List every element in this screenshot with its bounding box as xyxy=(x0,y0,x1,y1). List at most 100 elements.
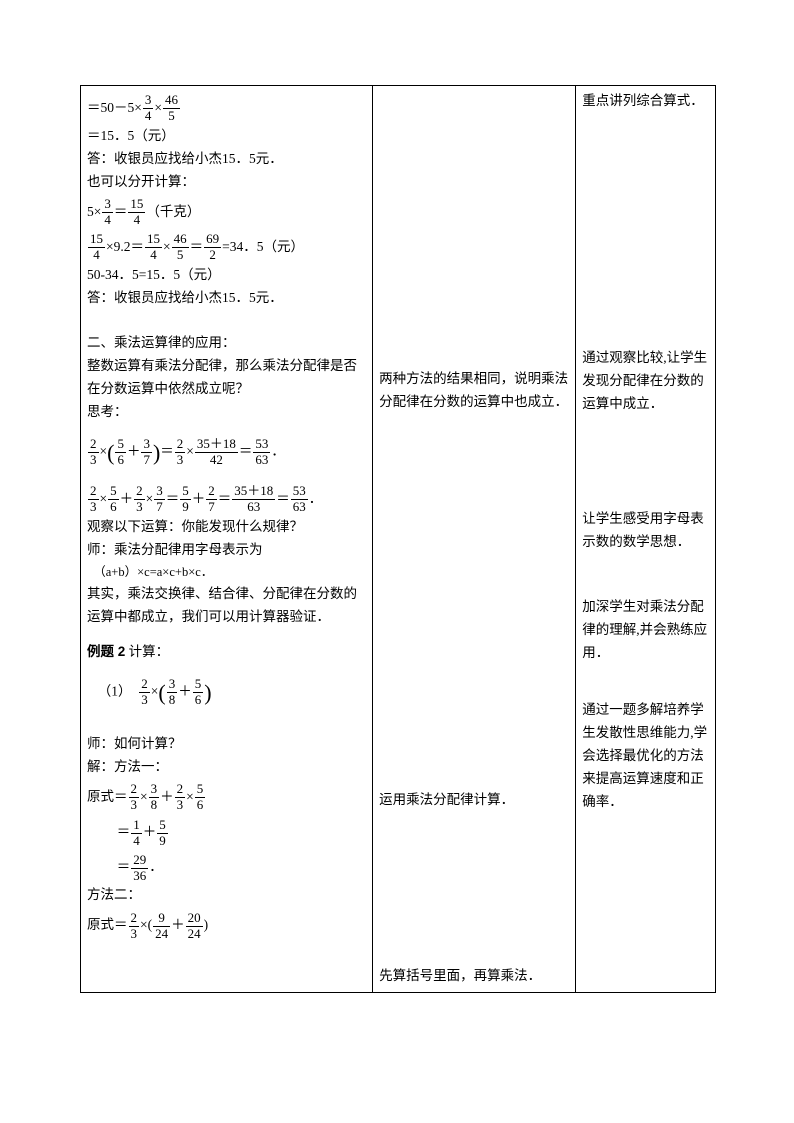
spacer xyxy=(582,554,709,596)
fraction: 23 xyxy=(139,677,150,708)
formula-letters: （a+b）×c=a×c+b×c． xyxy=(87,562,366,583)
eq4: 154×9.2＝154×465＝692=34．5（元） xyxy=(87,229,366,264)
fraction: 2024 xyxy=(186,911,203,942)
fraction: 56 xyxy=(115,437,126,468)
num: 5 xyxy=(180,484,191,500)
den: 4 xyxy=(131,834,142,849)
fraction: 35＋1842 xyxy=(195,437,238,468)
text: ＋ xyxy=(120,491,134,506)
num: 3 xyxy=(149,782,160,798)
fraction: 23 xyxy=(175,437,186,468)
item-no: （1） xyxy=(98,684,132,699)
text: ＋ xyxy=(171,917,185,932)
den: 6 xyxy=(115,453,126,468)
intent-p4: 加深学生对乘法分配律的理解,并会熟练应用． xyxy=(582,596,709,665)
num: 15 xyxy=(88,232,105,248)
fraction: 154 xyxy=(128,197,145,228)
fraction: 59 xyxy=(157,818,168,849)
fraction: 154 xyxy=(145,232,162,263)
activity-cell: 两种方法的结果相同，说明乘法分配律在分数的运算中也成立． 运用乘法分配律计算． … xyxy=(373,86,576,993)
num: 5 xyxy=(193,677,204,693)
fraction: 23 xyxy=(88,484,99,515)
num: 1 xyxy=(131,818,142,834)
den: 36 xyxy=(131,869,148,884)
num: 53 xyxy=(291,484,308,500)
text: × xyxy=(100,443,108,458)
fraction: 924 xyxy=(153,911,170,942)
fraction: 37 xyxy=(141,437,152,468)
section-2-title: 二、乘法运算律的应用： xyxy=(87,332,366,355)
activity-p3: 先算括号里面，再算乘法． xyxy=(379,965,569,988)
intent-cell: 重点讲列综合算式． 通过观察比较,让学生发现分配律在分数的运算中成立． 让学生感… xyxy=(576,86,716,993)
fraction: 23 xyxy=(88,437,99,468)
m1-line1: 原式＝23×38＋23×56 xyxy=(87,779,366,814)
lparen: ( xyxy=(158,680,165,705)
text: ＝ xyxy=(218,491,232,506)
eq5: 50-34．5=15．5（元） xyxy=(87,264,366,287)
den: 7 xyxy=(141,453,152,468)
den: 3 xyxy=(88,500,99,515)
text: ＋ xyxy=(160,789,174,804)
fraction: 14 xyxy=(131,818,142,849)
num: 3 xyxy=(102,197,113,213)
den: 5 xyxy=(163,109,180,124)
num: 2 xyxy=(134,484,145,500)
den: 6 xyxy=(195,798,206,813)
text: ． xyxy=(149,859,163,874)
num: 5 xyxy=(115,437,126,453)
text: 计算： xyxy=(125,644,169,659)
num: 5 xyxy=(157,818,168,834)
fraction: 465 xyxy=(163,93,180,124)
spacer xyxy=(582,113,709,347)
num: 35＋18 xyxy=(232,484,275,500)
eq6: 23×(56＋37)＝23×35＋1842＝5363． xyxy=(87,424,366,481)
fraction: 38 xyxy=(149,782,160,813)
fraction: 35＋1863 xyxy=(232,484,275,515)
text: ＋ xyxy=(127,443,141,458)
fraction: 23 xyxy=(175,782,186,813)
activity-p2: 运用乘法分配律计算． xyxy=(379,789,569,812)
text: =34．5（元） xyxy=(222,239,304,254)
num: 2 xyxy=(175,782,186,798)
text: ＝ xyxy=(117,859,131,874)
fraction: 154 xyxy=(88,232,105,263)
spacer xyxy=(87,310,366,332)
den: 24 xyxy=(153,927,170,942)
fraction: 37 xyxy=(154,484,165,515)
eq7: 23×56＋23×37＝59＋27＝35＋1863＝5363． xyxy=(87,481,366,516)
den: 63 xyxy=(253,453,270,468)
eq3: 5×34＝154（千克） xyxy=(87,194,366,229)
intent-p1: 重点讲列综合算式． xyxy=(582,90,709,113)
text: 原式＝ xyxy=(87,917,128,932)
den: 63 xyxy=(232,500,275,515)
text: × xyxy=(186,443,194,458)
num: 2 xyxy=(88,437,99,453)
answer-2: 答：收银员应找给小杰15．5元． xyxy=(87,287,366,310)
text: ＋ xyxy=(192,491,206,506)
page: ＝50－5×34×465 ＝15．5（元） 答：收银员应找给小杰15．5元． 也… xyxy=(0,0,794,1123)
fraction: 5363 xyxy=(253,437,270,468)
num: 15 xyxy=(145,232,162,248)
den: 4 xyxy=(128,213,145,228)
fraction: 23 xyxy=(134,484,145,515)
eq2: ＝15．5（元） xyxy=(87,125,366,148)
answer-1: 答：收银员应找给小杰15．5元． xyxy=(87,148,366,171)
den: 7 xyxy=(154,500,165,515)
example-label: 例题 2 xyxy=(87,644,125,659)
den: 3 xyxy=(134,500,145,515)
spacer xyxy=(87,629,366,641)
den: 4 xyxy=(145,248,162,263)
num: 46 xyxy=(172,232,189,248)
text: × xyxy=(140,789,148,804)
content-cell: ＝50－5×34×465 ＝15．5（元） 答：收银员应找给小杰15．5元． 也… xyxy=(81,86,373,993)
num: 15 xyxy=(128,197,145,213)
example-2-expr: （1） 23×(38＋56) xyxy=(87,664,366,721)
den: 4 xyxy=(88,248,105,263)
fraction: 56 xyxy=(108,484,119,515)
den: 3 xyxy=(88,453,99,468)
den: 3 xyxy=(129,927,140,942)
fraction: 34 xyxy=(143,93,154,124)
text: 5× xyxy=(87,204,101,219)
num: 5 xyxy=(108,484,119,500)
den: 2 xyxy=(204,248,221,263)
